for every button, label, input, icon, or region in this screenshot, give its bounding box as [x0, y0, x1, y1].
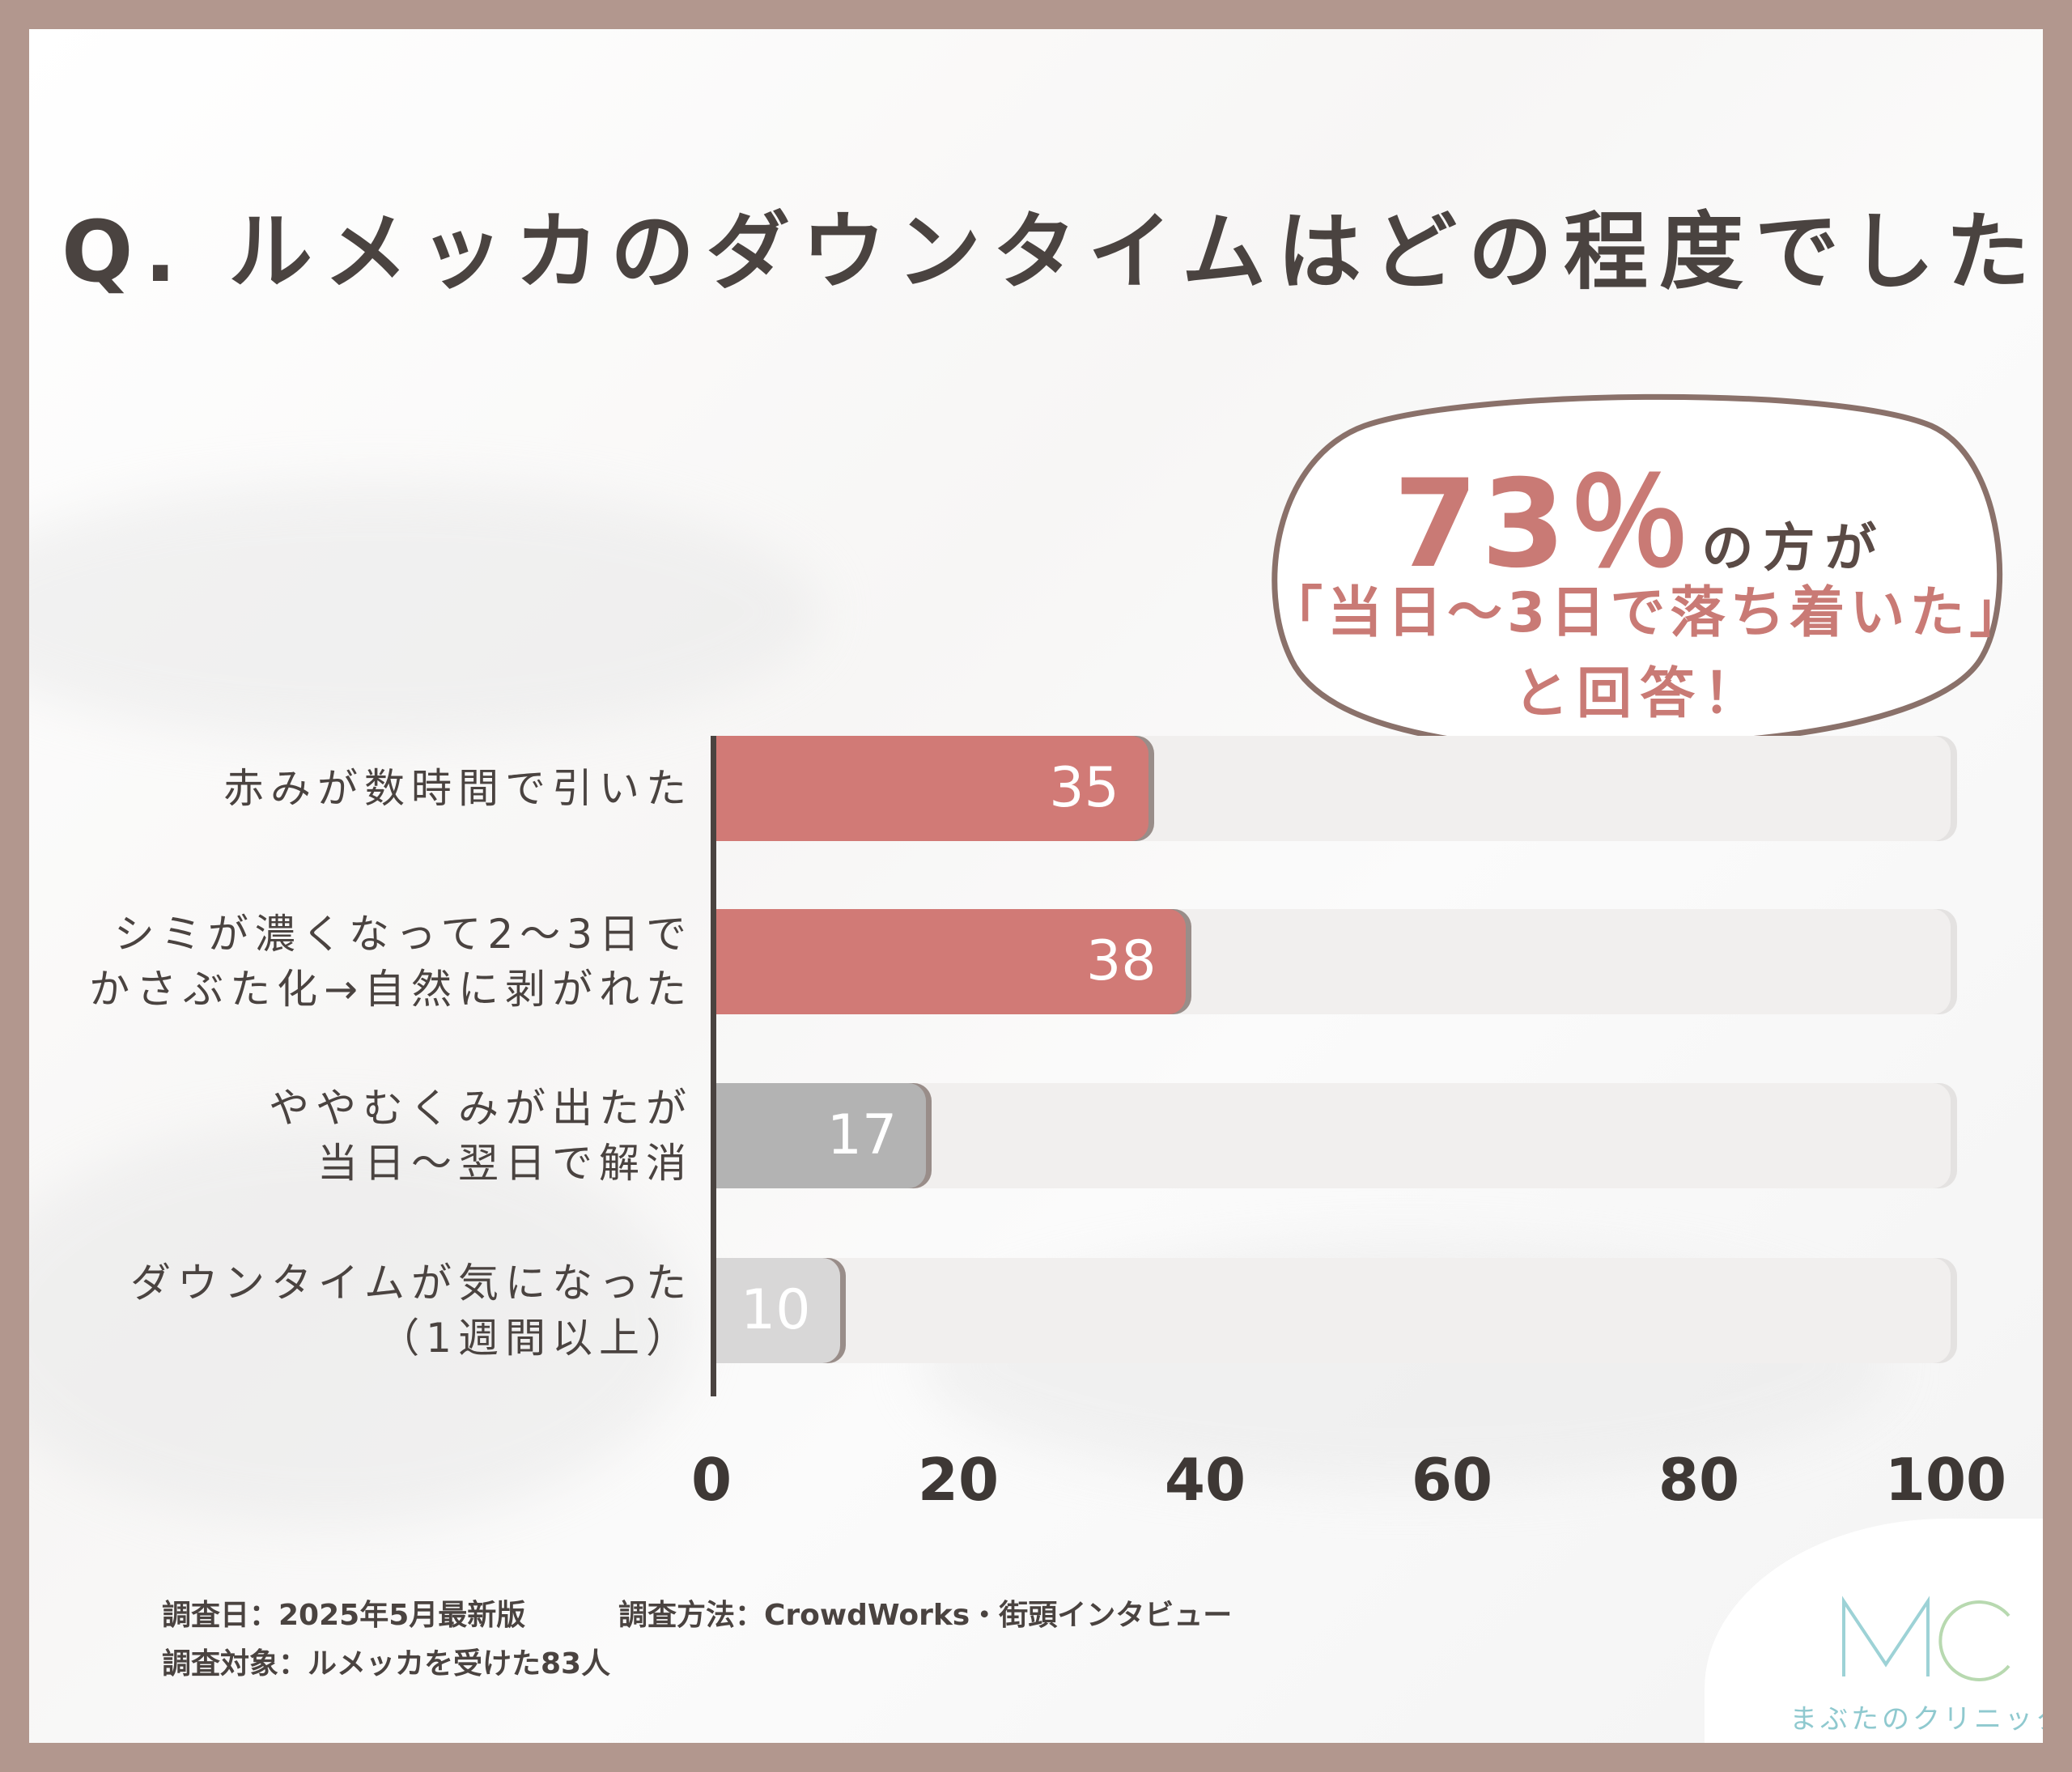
category-label: 赤みが数時間で引いた: [62, 761, 693, 816]
bar-value-label: 17: [826, 1103, 898, 1167]
bar-3: [716, 1258, 840, 1363]
category-label: ややむくみが出たが当日～翌日で解消: [62, 1081, 693, 1191]
callout-percent: 73％ の方が: [1267, 426, 2012, 601]
callout-percent-value: 73％: [1393, 454, 1694, 595]
chart-title: Q. ルメッカのダウンタイムはどの程度でしたか？: [62, 202, 2043, 301]
footer-survey-method: 調査方法：CrowdWorks・街頭インタビュー: [618, 1599, 1233, 1632]
y-axis-line: [711, 736, 716, 1396]
background-smudge: [29, 482, 822, 742]
x-tick-label: 40: [1164, 1446, 1246, 1514]
footer-survey-target: 調査対象：ルメッカを受けた83人: [162, 1647, 611, 1681]
footer-survey-date: 調査日：2025年5月最新版: [162, 1599, 526, 1632]
clinic-logo-name: まぶたのクリニック: [1790, 1703, 2043, 1736]
category-label-line: 当日～翌日で解消: [317, 1140, 693, 1187]
category-label-line: かさぶた化→自然に剥がれた: [89, 966, 693, 1013]
callout-line-2: 「当日～3日で落ち着いた」: [1267, 581, 2030, 645]
background-smudge: [29, 1122, 693, 1527]
bar-value-label: 38: [1085, 929, 1157, 993]
x-tick-label: 20: [917, 1446, 1000, 1514]
x-tick-label: 100: [1884, 1446, 2007, 1514]
callout-line-3: と回答！: [1513, 662, 1766, 726]
category-label-line: シミが濃くなって2～3日で: [113, 911, 693, 958]
x-tick-label: 0: [690, 1446, 732, 1514]
bar-0: [716, 736, 1149, 841]
infographic-card: Q. ルメッカのダウンタイムはどの程度でしたか？ 73％ の方が 「当日～3日で落…: [29, 29, 2043, 1743]
bar-value-label: 10: [740, 1278, 811, 1342]
bar-2: [716, 1083, 927, 1188]
bar-1: [716, 909, 1186, 1014]
x-tick-label: 60: [1411, 1446, 1493, 1514]
x-tick-label: 80: [1658, 1446, 1740, 1514]
category-label-line: ややむくみが出たが: [269, 1085, 693, 1132]
bar-track: [716, 1258, 1951, 1363]
category-label-line: 赤みが数時間で引いた: [223, 765, 693, 812]
callout-bubble: 73％ の方が 「当日～3日で落ち着いた」 と回答！: [1267, 393, 2030, 799]
category-label: ダウンタイムが気になった （1週間以上）: [62, 1256, 693, 1366]
callout-percent-suffix: の方が: [1701, 519, 1887, 579]
clinic-logo-mark: [1842, 1596, 2010, 1681]
category-label-line: （1週間以上）: [379, 1315, 693, 1362]
category-label-line: ダウンタイムが気になった: [130, 1260, 693, 1307]
bar-value-label: 35: [1049, 756, 1119, 820]
category-label: シミが濃くなって2～3日でかさぶた化→自然に剥がれた: [62, 907, 693, 1017]
